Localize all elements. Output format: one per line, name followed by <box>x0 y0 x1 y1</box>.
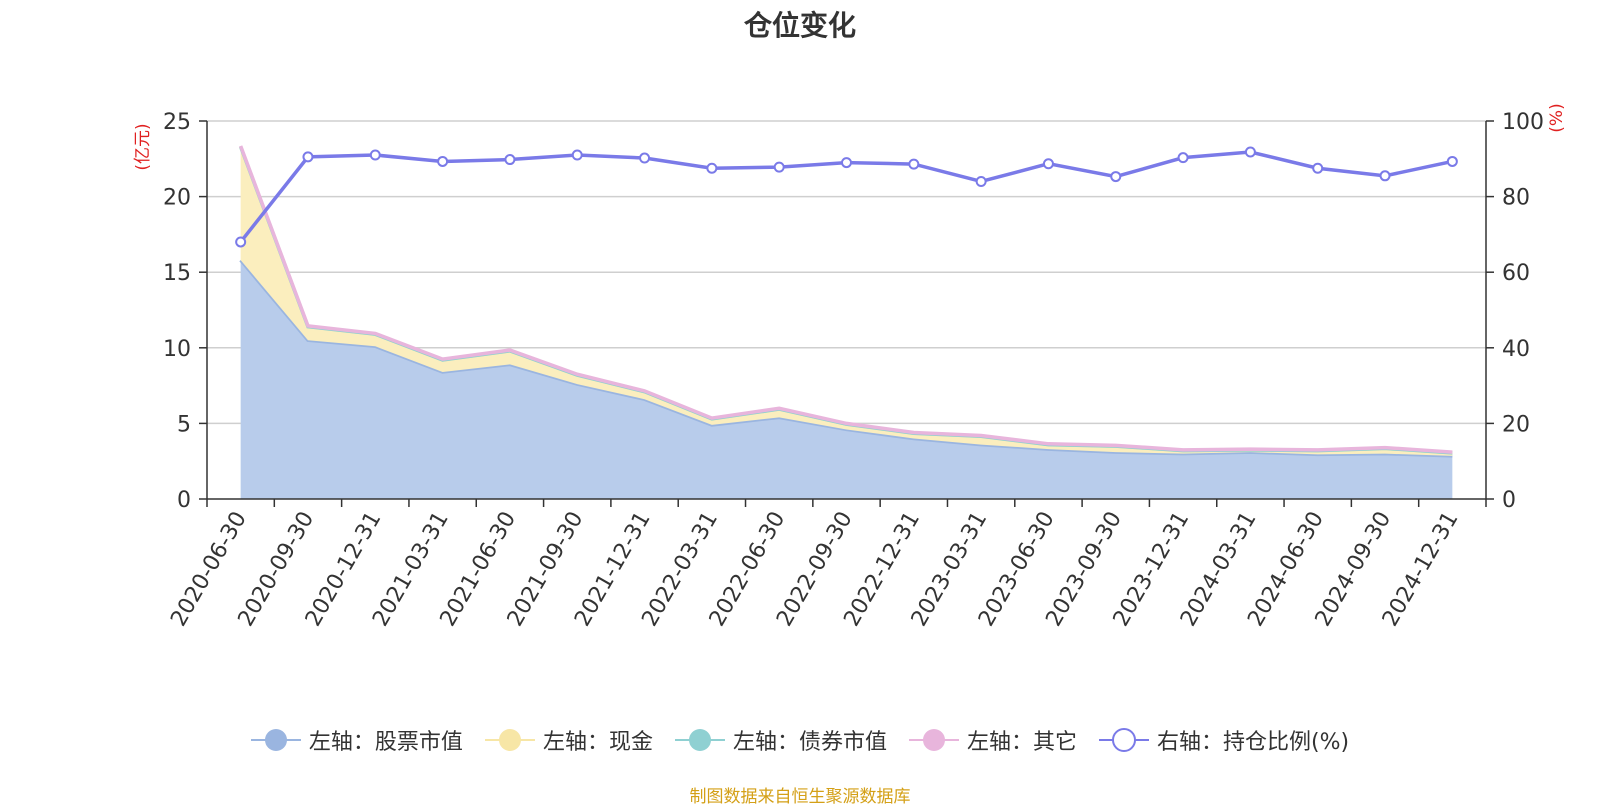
y-left-unit-label: (亿元) <box>133 123 153 170</box>
ratio-point <box>773 161 785 173</box>
y-right-tick-label: 80 <box>1502 186 1530 211</box>
ratio-point <box>1177 152 1189 164</box>
ratio-point <box>975 175 987 187</box>
legend-item[interactable]: 左轴：股票市值 <box>250 724 463 756</box>
legend-label: 左轴：债券市值 <box>732 730 887 755</box>
legend-item[interactable]: 左轴：债券市值 <box>674 724 887 756</box>
position-ratio-line <box>235 146 1458 248</box>
ratio-point <box>235 236 247 248</box>
ratio-point <box>1446 155 1458 167</box>
ratio-point <box>504 154 516 166</box>
ratio-point <box>841 157 852 169</box>
ratio-point <box>1042 158 1054 170</box>
y-left-tick-label: 25 <box>163 110 191 135</box>
y-right-tick-label: 0 <box>1502 488 1516 513</box>
ratio-point <box>706 162 718 174</box>
legend-label: 左轴：其它 <box>966 730 1077 755</box>
source-note: 制图数据来自恒生聚源数据库 <box>689 787 911 807</box>
y-left-tick-label: 15 <box>163 261 191 286</box>
ratio-point <box>639 152 651 164</box>
ratio-point <box>1312 162 1324 174</box>
filled-circle-icon <box>484 729 535 751</box>
y-right-tick-label: 100 <box>1502 110 1544 135</box>
chart-area: 05101520250204060801002020-06-302020-09-… <box>133 103 1567 630</box>
area-左轴：股票市值 <box>240 260 1453 499</box>
legend: 左轴：股票市值 左轴：现金 左轴：债券市值 左轴：其它 右轴：持仓比例(%) <box>0 720 1600 760</box>
ratio-point <box>908 158 920 170</box>
y-left-tick-label: 0 <box>177 488 191 513</box>
y-right-unit-label: (%) <box>1547 103 1567 132</box>
legend-label: 右轴：持仓比例(%) <box>1156 730 1350 755</box>
hollow-circle-icon <box>1098 728 1149 752</box>
filled-circle-icon <box>250 729 301 751</box>
area-edge-左轴：其它 <box>239 145 1453 454</box>
ratio-point <box>302 151 314 163</box>
y-right-tick-label: 20 <box>1502 412 1530 437</box>
y-left-tick-label: 20 <box>163 186 191 211</box>
chart-title: 仓位变化 <box>743 9 856 42</box>
legend-item[interactable]: 左轴：其它 <box>908 724 1077 756</box>
legend-label: 左轴：股票市值 <box>308 730 463 755</box>
ratio-point <box>437 155 449 167</box>
filled-circle-icon <box>674 729 725 751</box>
stacked-areas <box>239 145 1453 499</box>
y-right-tick-label: 60 <box>1502 261 1530 286</box>
filled-circle-icon <box>908 729 959 751</box>
ratio-point <box>571 149 583 161</box>
legend-item[interactable]: 左轴：现金 <box>484 724 653 756</box>
legend-item[interactable]: 右轴：持仓比例(%) <box>1098 724 1350 756</box>
ratio-point <box>369 149 381 161</box>
y-left-tick-label: 10 <box>163 337 191 362</box>
y-right-tick-label: 40 <box>1502 337 1530 362</box>
legend-label: 左轴：现金 <box>542 730 653 755</box>
ratio-point <box>1244 146 1256 158</box>
ratio-point <box>1110 171 1122 183</box>
ratio-point <box>1379 170 1391 182</box>
y-left-tick-label: 5 <box>177 412 191 437</box>
